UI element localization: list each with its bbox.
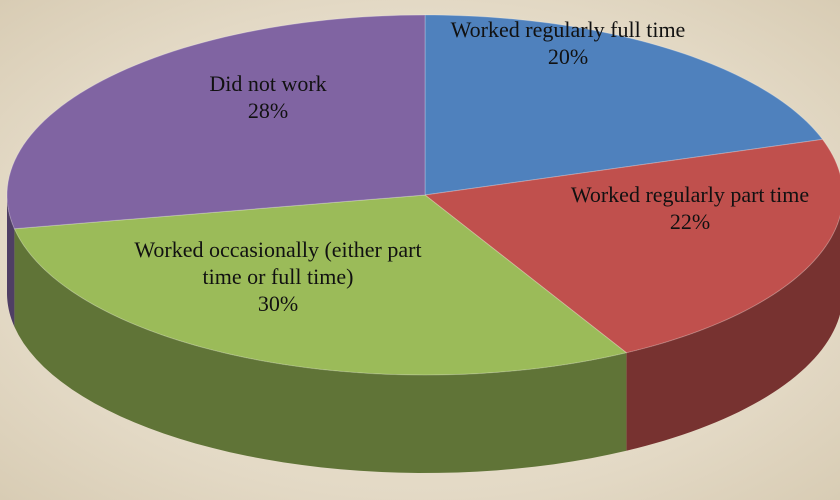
slice [13, 194, 628, 376]
slice [423, 138, 840, 354]
slice-side [626, 216, 840, 451]
slice-label: Did not work 28% [168, 70, 368, 124]
slice-label: Worked regularly full time 20% [423, 16, 713, 70]
value-label: 20% [547, 44, 589, 69]
slice-side [14, 228, 627, 473]
slice-label: Worked occasionally (either part time or… [128, 236, 428, 317]
slice-label: Worked regularly part time 22% [540, 181, 840, 235]
category-label: Did not work [209, 71, 327, 96]
slice [6, 14, 426, 230]
slice [424, 14, 824, 196]
value-label: 28% [247, 98, 289, 123]
slice-side [7, 195, 15, 327]
category-label: Worked occasionally (either part time or… [134, 237, 422, 289]
category-label: Worked regularly full time [450, 17, 686, 42]
value-label: 30% [257, 291, 299, 316]
category-label: Worked regularly part time [570, 182, 810, 207]
value-label: 22% [669, 209, 711, 234]
